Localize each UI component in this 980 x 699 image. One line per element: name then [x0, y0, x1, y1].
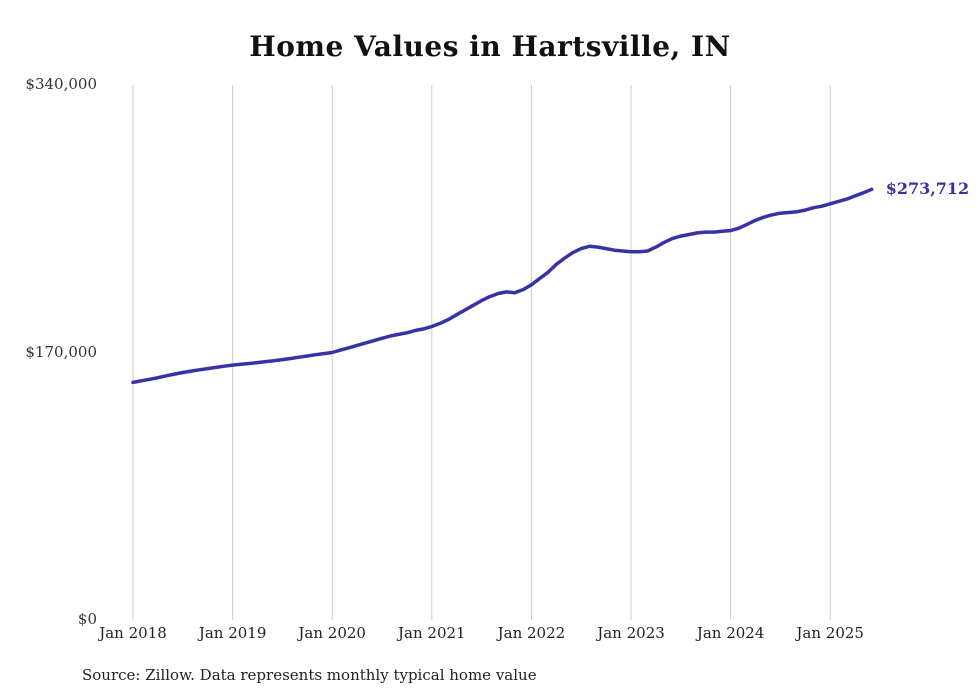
- value-line: [131, 187, 874, 385]
- x-tick-label: Jan 2023: [597, 624, 665, 642]
- vertical-gridlines: [132, 85, 831, 620]
- x-tick-label: Jan 2025: [796, 624, 864, 642]
- chart-title: Home Values in Hartsville, IN: [249, 30, 731, 63]
- y-tick-label: $170,000: [25, 342, 97, 361]
- y-tick-label: $0: [77, 610, 97, 628]
- y-tick-label: $340,000: [25, 75, 97, 93]
- x-tick-label: Jan 2021: [398, 624, 466, 642]
- end-value-label: $273,712: [885, 179, 970, 199]
- x-tick-label: Jan 2022: [497, 624, 566, 642]
- source-note: Source: Zillow. Data represents monthly …: [82, 666, 537, 684]
- x-tick-label: Jan 2018: [99, 624, 167, 642]
- x-tick-label: Jan 2019: [198, 624, 267, 642]
- x-tick-label: Jan 2024: [696, 624, 765, 642]
- x-tick-label: Jan 2020: [298, 624, 366, 642]
